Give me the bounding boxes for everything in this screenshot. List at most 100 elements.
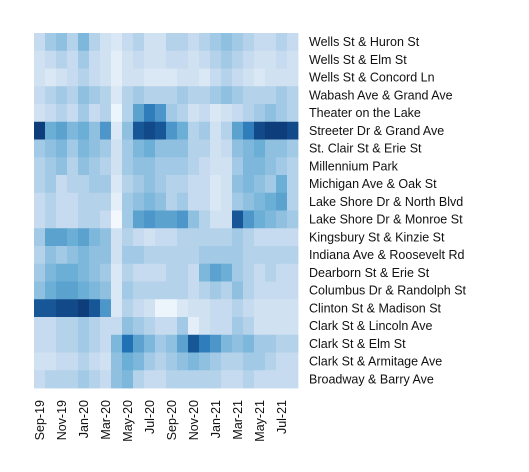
heatmap-cell	[210, 157, 222, 176]
heatmap-cell	[133, 281, 145, 300]
heatmap-cell	[210, 175, 222, 194]
heatmap-cell	[78, 299, 90, 318]
heatmap-cell	[210, 192, 222, 211]
heatmap-cell	[276, 175, 288, 194]
heatmap-cell	[232, 334, 244, 353]
heatmap-cell	[56, 104, 68, 123]
heatmap-cell	[221, 157, 233, 176]
heatmap-cell	[45, 352, 57, 371]
heatmap-cell	[276, 317, 288, 336]
heatmap-cell	[144, 228, 156, 247]
x-tick-label: Jul-21	[275, 400, 289, 434]
heatmap-cell	[188, 175, 200, 194]
station-label: Broadway & Barry Ave	[309, 372, 434, 386]
heatmap-cell	[45, 334, 57, 353]
heatmap-cell	[265, 334, 277, 353]
heatmap-cell	[89, 175, 101, 194]
heatmap-cell	[122, 50, 134, 69]
heatmap-cell	[276, 246, 288, 265]
station-label: Clark St & Lincoln Ave	[309, 319, 432, 333]
heatmap-cell	[155, 317, 167, 336]
heatmap-cell	[221, 246, 233, 265]
heatmap-cell	[177, 104, 189, 123]
heatmap-cell	[287, 210, 299, 229]
heatmap-cell	[67, 139, 79, 158]
heatmap-cell	[232, 246, 244, 265]
heatmap-cell	[243, 68, 255, 87]
heatmap-cell	[199, 192, 211, 211]
heatmap-cell	[254, 263, 266, 282]
heatmap-cell	[133, 33, 145, 52]
heatmap-cell	[56, 33, 68, 52]
heatmap-cell	[34, 104, 46, 123]
heatmap-cell	[166, 370, 178, 389]
heatmap-cell	[89, 192, 101, 211]
heatmap-cell	[254, 352, 266, 371]
heatmap-cell	[45, 210, 57, 229]
heatmap-cell	[144, 175, 156, 194]
heatmap-cell	[265, 192, 277, 211]
heatmap-cell	[67, 299, 79, 318]
heatmap-cell	[221, 370, 233, 389]
heatmap-cell	[210, 139, 222, 158]
heatmap-cell	[133, 228, 145, 247]
heatmap-cell	[210, 352, 222, 371]
heatmap-cell	[56, 228, 68, 247]
heatmap-cell	[67, 334, 79, 353]
heatmap-cell	[122, 86, 134, 105]
heatmap-cell	[276, 210, 288, 229]
heatmap-cell	[221, 175, 233, 194]
heatmap-cell	[221, 352, 233, 371]
heatmap-cell	[78, 192, 90, 211]
heatmap-cell	[100, 246, 112, 265]
heatmap-cell	[89, 210, 101, 229]
heatmap-cell	[155, 50, 167, 69]
heatmap-cell	[100, 121, 112, 140]
heatmap-cell	[122, 68, 134, 87]
heatmap-cell	[287, 157, 299, 176]
heatmap-cell	[111, 121, 123, 140]
heatmap-cell	[133, 192, 145, 211]
heatmap-cell	[89, 121, 101, 140]
heatmap-cell	[276, 33, 288, 52]
heatmap-cell	[111, 157, 123, 176]
heatmap-cell	[210, 210, 222, 229]
heatmap-cell	[166, 68, 178, 87]
heatmap-cell	[111, 210, 123, 229]
heatmap-cell	[177, 281, 189, 300]
heatmap-cell	[45, 86, 57, 105]
heatmap-cell	[287, 68, 299, 87]
station-label: Indiana Ave & Roosevelt Rd	[309, 248, 464, 262]
heatmap-cell	[221, 121, 233, 140]
heatmap-cell	[232, 317, 244, 336]
heatmap-cell	[243, 33, 255, 52]
heatmap-cell	[265, 263, 277, 282]
heatmap-cell	[78, 104, 90, 123]
heatmap-cell	[56, 175, 68, 194]
heatmap-cell	[89, 352, 101, 371]
heatmap-cell	[188, 281, 200, 300]
heatmap-cell	[287, 139, 299, 158]
heatmap-cells	[34, 33, 299, 389]
heatmap-cell	[45, 50, 57, 69]
heatmap-cell	[210, 50, 222, 69]
heatmap-cell	[111, 139, 123, 158]
heatmap-cell	[67, 246, 79, 265]
heatmap-cell	[199, 50, 211, 69]
heatmap-cell	[265, 50, 277, 69]
heatmap-cell	[232, 33, 244, 52]
heatmap-cell	[287, 86, 299, 105]
heatmap-cell	[144, 246, 156, 265]
heatmap-cell	[232, 175, 244, 194]
heatmap-cell	[45, 104, 57, 123]
heatmap-cell	[199, 263, 211, 282]
heatmap-cell	[188, 246, 200, 265]
heatmap-cell	[177, 50, 189, 69]
station-label: Dearborn St & Erie St	[309, 266, 430, 280]
heatmap-cell	[89, 246, 101, 265]
heatmap-cell	[243, 157, 255, 176]
heatmap-cell	[133, 370, 145, 389]
heatmap-cell	[210, 317, 222, 336]
heatmap-cell	[67, 104, 79, 123]
heatmap-cell	[155, 192, 167, 211]
